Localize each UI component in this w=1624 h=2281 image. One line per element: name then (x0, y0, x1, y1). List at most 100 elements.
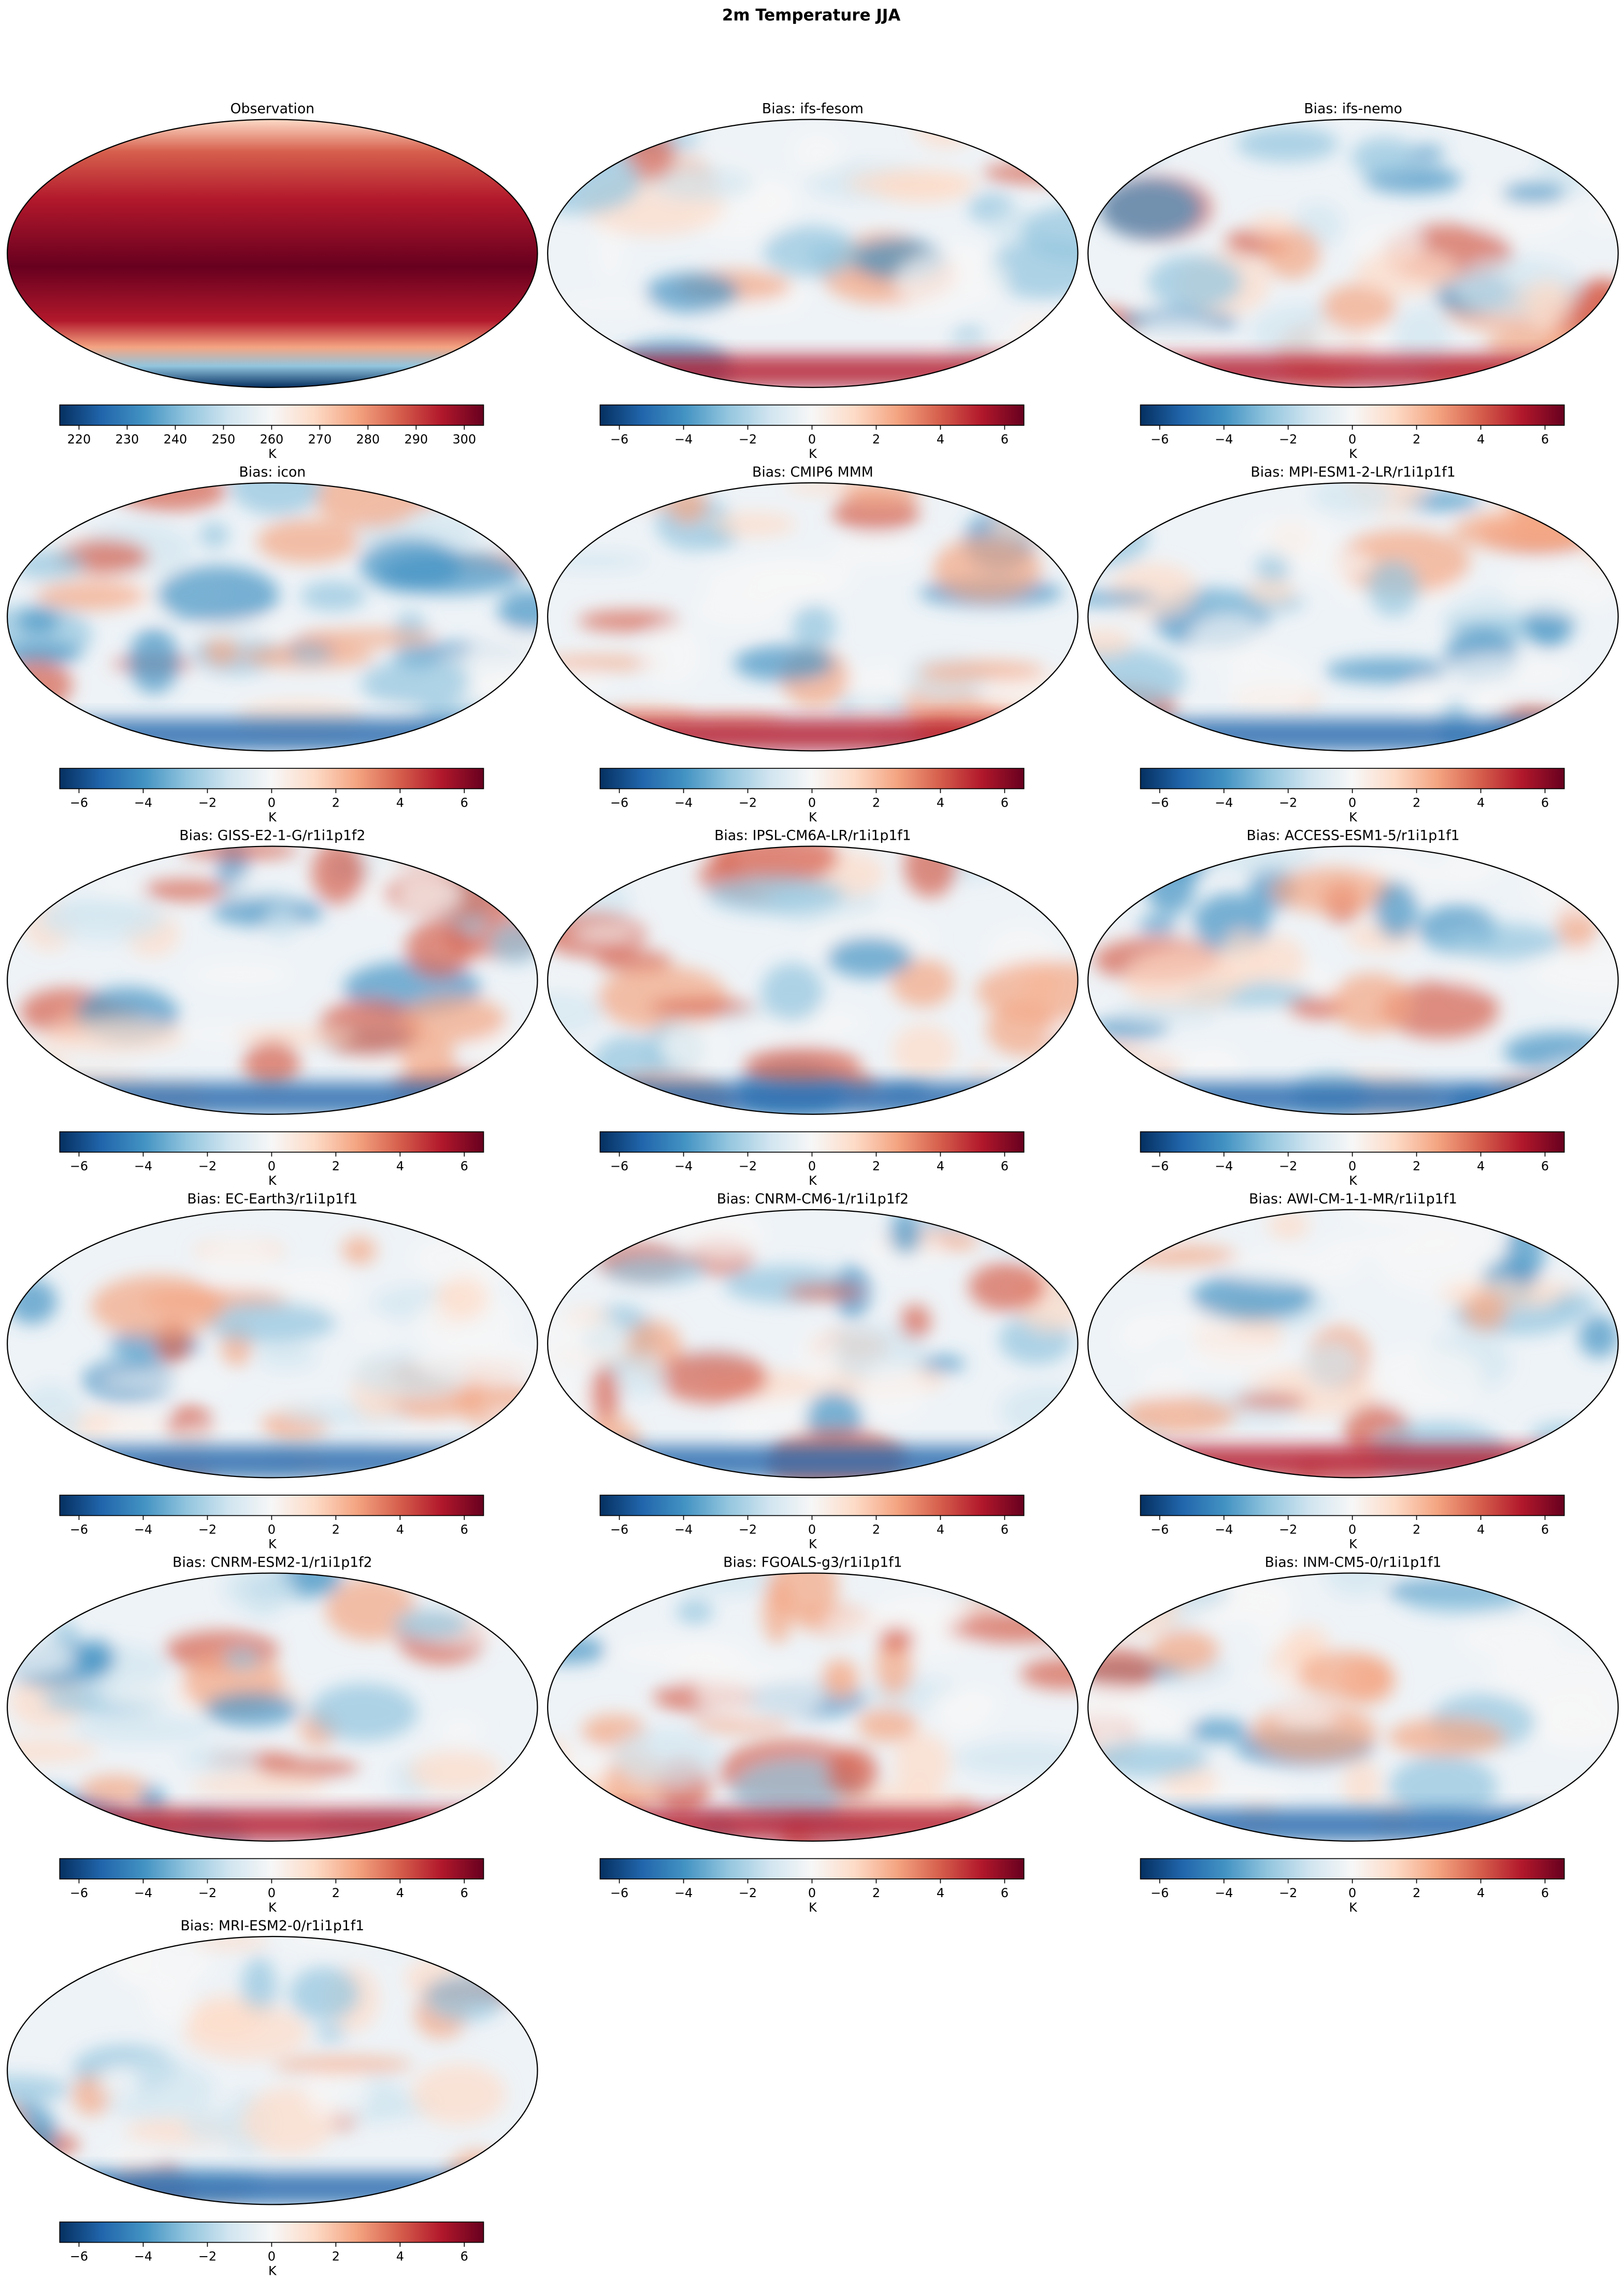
colorbar-tick-label: 4 (937, 796, 944, 810)
colorbar (59, 404, 484, 426)
map-border (6, 845, 538, 1115)
colorbar-tick-label: 4 (937, 1159, 944, 1173)
colorbar-tick-label: −6 (1151, 1159, 1169, 1173)
colorbar-tick-label: −2 (198, 1886, 217, 1900)
figure-title: 2m Temperature JJA (722, 6, 901, 24)
colorbar (1140, 1495, 1565, 1516)
colorbar-tick-label: 6 (1541, 1886, 1549, 1900)
colorbar-label: K (1349, 1173, 1358, 1188)
colorbar-tick-label: 6 (461, 2249, 468, 2264)
colorbar-label: K (809, 447, 817, 461)
panel-title: Bias: CMIP6 MMM (752, 464, 873, 480)
colorbar-tick-label: 0 (268, 2249, 276, 2264)
map-field (7, 483, 538, 751)
colorbar-tick-label: −6 (70, 1886, 88, 1900)
colorbar-tick-label: −2 (739, 1886, 757, 1900)
colorbar-tick-label: −6 (610, 796, 628, 810)
colorbar-tick-label: 2 (872, 796, 880, 810)
colorbar (1140, 1131, 1565, 1153)
colorbar-tick-label: −4 (1215, 796, 1233, 810)
panel-title: Bias: MPI-ESM1-2-LR/r1i1p1f1 (1251, 464, 1455, 480)
colorbar-tick-label: −4 (674, 1886, 693, 1900)
colorbar-label: K (268, 1900, 277, 1915)
map-border (547, 119, 1079, 389)
map-field (7, 1936, 538, 2205)
colorbar (59, 1495, 484, 1516)
map-border (547, 482, 1079, 752)
colorbar (59, 1858, 484, 1880)
colorbar-tick-label: 6 (1001, 1886, 1009, 1900)
colorbar-label: K (1349, 1537, 1358, 1552)
map-border (547, 845, 1079, 1115)
colorbar-tick-label: 4 (396, 1159, 404, 1173)
colorbar-tick-label: 0 (268, 1523, 276, 1537)
colorbar-tick-label: 6 (1541, 796, 1549, 810)
colorbar (59, 1131, 484, 1153)
colorbar-label: K (809, 1537, 817, 1552)
map-field (1088, 846, 1618, 1114)
colorbar (599, 1858, 1025, 1880)
colorbar-tick-label: −2 (1279, 432, 1297, 447)
colorbar (59, 2221, 484, 2243)
map-field (548, 1573, 1078, 1841)
colorbar (599, 1495, 1025, 1516)
colorbar-tick-label: 6 (1541, 1523, 1549, 1537)
colorbar-tick-label: −6 (610, 1886, 628, 1900)
colorbar-tick-label: −4 (134, 1523, 152, 1537)
colorbar-tick-label: 4 (937, 1886, 944, 1900)
panel-title: Bias: CNRM-CM6-1/r1i1p1f2 (717, 1191, 909, 1207)
colorbar-tick-label: −2 (739, 432, 757, 447)
colorbar-tick-label: −4 (1215, 1886, 1233, 1900)
colorbar-tick-label: 4 (937, 1523, 944, 1537)
colorbar-tick-label: 2 (872, 1523, 880, 1537)
colorbar-tick-label: 0 (268, 1886, 276, 1900)
panel-title: Bias: ifs-fesom (762, 101, 864, 117)
colorbar-tick-label: 4 (1477, 1159, 1485, 1173)
colorbar-tick-label: 4 (396, 796, 404, 810)
map-border (1087, 119, 1619, 389)
colorbar-tick-label: 2 (1413, 796, 1420, 810)
colorbar-tick-label: −2 (1279, 1159, 1297, 1173)
colorbar-tick-label: −6 (1151, 796, 1169, 810)
colorbar-tick-label: 6 (1001, 1523, 1009, 1537)
map-field (548, 119, 1078, 388)
colorbar-tick-label: 4 (396, 1886, 404, 1900)
colorbar-tick-label: −6 (70, 1159, 88, 1173)
map-field (1088, 119, 1618, 388)
colorbar-tick-label: 2 (332, 2249, 340, 2264)
colorbar-tick-label: −6 (1151, 432, 1169, 447)
colorbar-tick-label: 2 (1413, 1886, 1420, 1900)
map-field (1088, 483, 1618, 751)
panel-title: Bias: INM-CM5-0/r1i1p1f1 (1265, 1554, 1442, 1570)
colorbar-tick-label: 2 (1413, 1523, 1420, 1537)
map-border (6, 119, 538, 389)
colorbar-tick-label: −2 (739, 1523, 757, 1537)
colorbar-tick-label: 0 (268, 796, 276, 810)
colorbar-tick-label: 0 (1348, 1886, 1356, 1900)
colorbar-tick-label: 220 (67, 432, 91, 447)
panel-title: Observation (230, 101, 314, 117)
colorbar-tick-label: −4 (674, 1523, 693, 1537)
map-border (6, 482, 538, 752)
colorbar-tick-label: 4 (1477, 1886, 1485, 1900)
map-field (1088, 1573, 1618, 1841)
colorbar-label: K (1349, 810, 1358, 825)
colorbar-tick-label: 4 (396, 1523, 404, 1537)
colorbar-tick-label: 300 (453, 432, 477, 447)
colorbar-tick-label: 0 (1348, 1159, 1356, 1173)
colorbar-tick-label: 0 (1348, 1523, 1356, 1537)
colorbar-tick-label: −4 (1215, 1523, 1233, 1537)
colorbar-tick-label: 0 (808, 432, 816, 447)
panel-title: Bias: ACCESS-ESM1-5/r1i1p1f1 (1246, 827, 1459, 843)
colorbar-tick-label: 2 (332, 1159, 340, 1173)
colorbar-tick-label: −4 (1215, 432, 1233, 447)
colorbar-tick-label: −6 (1151, 1886, 1169, 1900)
colorbar-tick-label: −4 (134, 1886, 152, 1900)
map-border (547, 1572, 1079, 1842)
colorbar-tick-label: −2 (198, 796, 217, 810)
colorbar-label: K (268, 810, 277, 825)
colorbar-tick-label: 0 (1348, 796, 1356, 810)
colorbar-tick-label: 0 (808, 1159, 816, 1173)
colorbar-tick-label: −6 (1151, 1523, 1169, 1537)
